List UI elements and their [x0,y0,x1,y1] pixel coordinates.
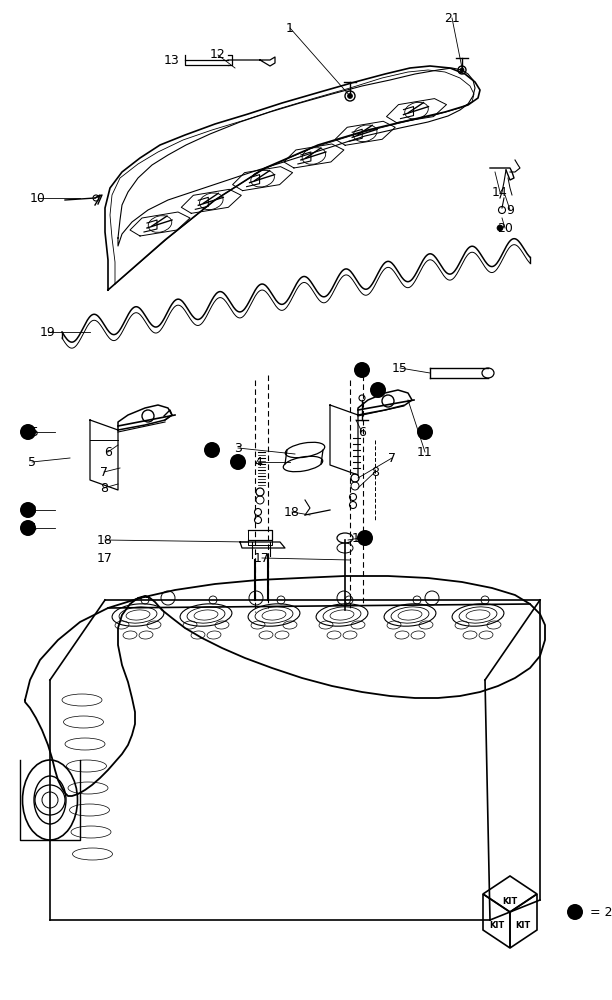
Circle shape [417,424,433,440]
Text: 6: 6 [358,426,366,438]
Text: 8: 8 [371,466,379,479]
Circle shape [357,530,373,546]
Circle shape [204,442,220,458]
Text: 13: 13 [164,53,180,66]
Text: 11: 11 [417,446,433,458]
Circle shape [567,904,583,920]
Text: 4: 4 [254,456,262,468]
Text: 5: 5 [28,456,36,468]
Text: 14: 14 [492,186,508,198]
Text: = 2: = 2 [590,906,612,918]
Circle shape [348,94,353,99]
Text: 9: 9 [506,204,514,217]
Text: 7: 7 [388,452,396,464]
Text: 18: 18 [284,506,300,518]
Text: 16: 16 [352,532,368,544]
Text: 3: 3 [28,504,36,516]
Circle shape [354,362,370,378]
Text: 12: 12 [210,48,226,62]
Text: KIT: KIT [502,896,518,906]
Text: 15: 15 [24,426,40,438]
Text: 3: 3 [234,442,242,454]
Text: 8: 8 [100,482,108,494]
Circle shape [497,225,503,231]
Circle shape [460,68,464,72]
Circle shape [20,520,36,536]
Text: KIT: KIT [490,920,505,930]
Text: 7: 7 [100,466,108,479]
Text: 15: 15 [392,361,408,374]
Text: 6: 6 [104,446,112,458]
Text: 18: 18 [97,534,113,546]
Text: 19: 19 [40,326,56,338]
Circle shape [370,382,386,398]
Text: 1: 1 [286,21,294,34]
Circle shape [20,424,36,440]
Text: 21: 21 [444,11,460,24]
Text: 4: 4 [28,522,36,534]
Circle shape [230,454,246,470]
Text: 17: 17 [254,552,270,564]
Text: 20: 20 [497,222,513,234]
Circle shape [20,502,36,518]
Text: KIT: KIT [515,920,531,930]
Text: 10: 10 [30,192,46,205]
Text: 17: 17 [97,552,113,564]
